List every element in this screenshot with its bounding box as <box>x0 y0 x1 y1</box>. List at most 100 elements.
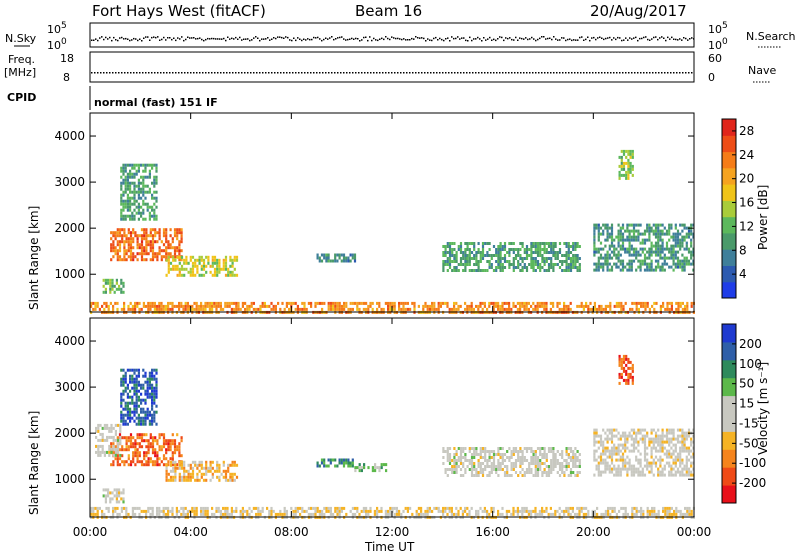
freq-trace-point <box>346 72 348 74</box>
noise-trace-point <box>375 39 377 41</box>
freq-trace-point <box>172 72 174 74</box>
freq-trace-point <box>274 72 276 74</box>
freq-trace-point <box>652 72 654 74</box>
noise-trace-point <box>145 36 147 38</box>
noise-trace-point <box>463 37 465 39</box>
freq-trace-point <box>595 72 597 74</box>
noise-trace-point <box>309 38 311 41</box>
noise-trace-point <box>433 37 435 40</box>
noise-trace-point <box>209 38 211 40</box>
noise-trace-point <box>397 37 399 40</box>
noise-trace-point <box>155 36 157 39</box>
freq-trace-point <box>277 72 279 74</box>
noise-trace-point <box>563 37 565 39</box>
power-axes: 1000 2000 3000 4000 <box>54 113 695 312</box>
noise-trace-point <box>383 38 385 41</box>
freq-trace-point <box>181 72 183 74</box>
freq-trace-point <box>253 72 255 74</box>
freq-trace-point <box>442 72 444 74</box>
velocity-ytick-label: 3000 <box>54 380 85 394</box>
noise-trace-point <box>217 38 219 40</box>
noise-trace-point <box>457 36 459 38</box>
freq-trace-point <box>514 72 516 74</box>
noise-trace-point <box>167 37 169 39</box>
freq-trace-point <box>574 72 576 74</box>
noise-trace-point <box>365 36 367 38</box>
freq-trace-point <box>97 72 99 74</box>
noise-trace-point <box>315 37 317 39</box>
freq-trace-point <box>91 72 93 74</box>
freq-trace-point <box>400 72 402 74</box>
freq-trace-point <box>217 72 219 74</box>
nave-label: Nave <box>748 64 776 77</box>
velocity-axes: 1000 2000 3000 4000 <box>54 318 695 517</box>
power-colorbar-segment <box>722 135 736 153</box>
power-echo-region <box>316 253 357 263</box>
noise-trace-point <box>307 38 309 40</box>
freq-tick-top: 18 <box>60 52 74 65</box>
freq-trace-point <box>121 72 123 74</box>
freq-trace-point <box>226 72 228 74</box>
freq-trace-point <box>187 72 189 74</box>
freq-trace-point <box>391 72 393 74</box>
noise-trace-point <box>123 38 125 40</box>
noise-trace-point <box>485 39 487 41</box>
noise-trace-point <box>679 38 681 40</box>
noise-trace-point <box>319 38 321 40</box>
noise-trace-point <box>525 37 527 39</box>
time-axis-label: Time UT <box>364 540 415 554</box>
velocity-echo-region <box>593 428 695 477</box>
noise-trace-point <box>499 36 501 38</box>
freq-trace-point <box>625 72 627 74</box>
noise-trace-point <box>147 36 149 38</box>
freq-trace-point <box>343 72 345 74</box>
freq-trace-point <box>94 72 96 74</box>
freq-trace-point <box>223 72 225 74</box>
freq-trace-point <box>142 72 144 74</box>
noise-trace-point <box>283 37 285 39</box>
freq-trace-point <box>556 72 558 74</box>
freq-trace-point <box>613 72 615 74</box>
noise-trace-point <box>583 39 585 41</box>
velocity-colorbar-segment <box>722 324 736 343</box>
velocity-colorbar-tick-label: 50 <box>739 377 754 391</box>
noise-trace-point <box>613 37 615 39</box>
noise-trace-point <box>691 37 693 39</box>
freq-trace-point <box>283 72 285 74</box>
noise-trace-point <box>455 37 457 40</box>
power-ytick-label: 1000 <box>54 267 85 281</box>
freq-trace-point <box>367 72 369 74</box>
freq-trace-point <box>433 72 435 74</box>
noise-trace-point <box>587 36 589 38</box>
freq-trace-point <box>610 72 612 74</box>
noise-trace-point <box>351 37 353 40</box>
freq-trace-point <box>310 72 312 74</box>
power-echo-region <box>165 255 239 277</box>
noise-trace-point <box>313 36 315 39</box>
freq-trace-point <box>430 72 432 74</box>
nave-tick-top: 60 <box>708 52 722 65</box>
freq-trace-point <box>250 72 252 74</box>
velocity-colorbar-segment <box>722 449 736 468</box>
noise-trace-point <box>687 39 689 41</box>
noise-trace-point <box>185 38 187 41</box>
noise-trace-point <box>261 38 263 40</box>
noise-trace-point <box>337 37 339 39</box>
noise-trace-point <box>517 39 519 41</box>
freq-trace-point <box>184 72 186 74</box>
freq-trace-point <box>607 72 609 74</box>
freq-trace-point <box>304 72 306 74</box>
noise-trace-point <box>129 39 131 42</box>
noise-trace-point <box>619 37 621 39</box>
noise-trace-point <box>203 39 205 42</box>
noise-trace-point <box>197 37 199 40</box>
noise-trace-point <box>125 37 127 40</box>
freq-trace-point <box>451 72 453 74</box>
freq-trace-point <box>421 72 423 74</box>
noise-trace-point <box>497 38 499 40</box>
freq-unit: [MHz] <box>4 66 36 79</box>
noise-trace-point <box>341 36 343 38</box>
freq-trace-point <box>334 72 336 74</box>
noise-trace-point <box>271 38 273 40</box>
freq-trace-point <box>505 72 507 74</box>
